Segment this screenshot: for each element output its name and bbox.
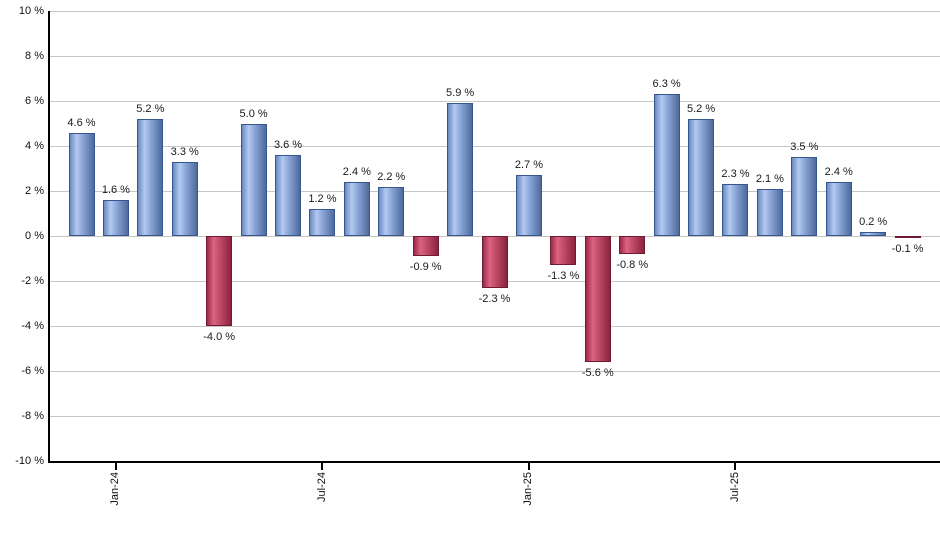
bar-value-label-May-24: 5.0 % (239, 107, 268, 120)
bar-Sep-24 (378, 186, 405, 236)
bar-Dec-24 (481, 236, 508, 288)
gridline--6pct (50, 371, 940, 372)
bar-value-label-Apr-25: -0.8 % (616, 259, 649, 271)
bar-value-label-Dec-25: -0.1 % (891, 243, 924, 256)
x-axis-tick-Jul-24 (321, 463, 324, 470)
bar-Sep-25 (791, 157, 818, 236)
bar-Nov-24 (447, 103, 474, 236)
bar-Dec-23 (68, 132, 95, 236)
bar-value-label-Dec-24: -2.3 % (478, 292, 511, 305)
bar-value-label-Nov-24: 5.9 % (446, 87, 475, 100)
bar-value-label-Aug-25: 2.1 % (755, 172, 784, 185)
bar-Jul-25 (722, 184, 749, 236)
y-axis-line (48, 11, 50, 463)
bar-value-label-Oct-24: -0.9 % (409, 261, 442, 274)
y-axis-label: -4 % (21, 320, 44, 332)
bar-Oct-24 (412, 236, 439, 257)
bar-Jan-25 (515, 175, 542, 236)
gridline-2pct (50, 191, 940, 192)
x-axis-tick-Jan-24 (114, 463, 117, 470)
y-axis-label: -10 % (15, 455, 44, 467)
bar-value-label-Oct-25: 2.4 % (824, 166, 853, 178)
bar-Aug-25 (756, 188, 783, 236)
bar-Apr-24 (206, 236, 233, 326)
x-axis-tick-Jul-25 (734, 463, 737, 470)
bar-Apr-25 (619, 236, 646, 254)
gridline--4pct (50, 326, 940, 327)
bar-value-label-Jul-24: 1.2 % (308, 193, 337, 205)
x-axis-line (48, 461, 940, 463)
bar-Mar-24 (171, 161, 198, 236)
y-axis-label: 0 % (25, 230, 44, 242)
bar-value-label-Jun-24: 3.6 % (273, 139, 303, 151)
bar-Jul-24 (309, 209, 336, 236)
bar-value-label-Jan-25: 2.7 % (514, 159, 544, 172)
gridline--8pct (50, 416, 940, 417)
bar-Feb-25 (550, 236, 577, 266)
x-axis-label-Jan-24: Jan-24 (109, 472, 122, 506)
bar-value-label-May-25: 6.3 % (652, 78, 681, 91)
bar-value-label-Feb-25: -1.3 % (547, 270, 580, 283)
bar-value-label-Mar-25: -5.6 % (581, 367, 614, 379)
x-axis-label-Jul-25: Jul-25 (728, 472, 741, 502)
bar-value-label-Jun-25: 5.2 % (686, 103, 716, 115)
gridline-8pct (50, 56, 940, 57)
y-axis-label: -6 % (21, 365, 44, 377)
x-axis-tick-Jan-25 (527, 463, 530, 470)
bar-value-label-Jul-25: 2.3 % (721, 168, 750, 181)
bar-Mar-25 (584, 236, 611, 362)
bar-May-24 (240, 123, 267, 236)
y-axis-label: 2 % (25, 185, 44, 197)
bar-value-label-Nov-25: 0.2 % (859, 215, 888, 228)
bar-Aug-24 (343, 182, 370, 236)
bar-Nov-25 (860, 231, 887, 236)
bar-Oct-25 (825, 182, 852, 236)
bar-value-label-Feb-24: 5.2 % (136, 103, 165, 115)
gridline-10pct (50, 11, 940, 12)
bar-value-label-Aug-24: 2.4 % (342, 166, 371, 178)
bar-Jun-24 (275, 155, 302, 236)
bar-May-25 (653, 94, 680, 236)
bar-value-label-Sep-25: 3.5 % (790, 141, 819, 154)
bar-Feb-24 (137, 119, 164, 236)
bar-value-label-Jan-24: 1.6 % (101, 184, 130, 196)
bar-value-label-Dec-23: 4.6 % (67, 116, 96, 129)
bar-Jun-25 (688, 119, 715, 236)
bar-value-label-Sep-24: 2.2 % (377, 170, 406, 183)
y-axis-label: -8 % (21, 410, 44, 422)
gridline-6pct (50, 101, 940, 102)
y-axis-label: 6 % (25, 95, 44, 107)
bar-Jan-24 (102, 200, 129, 236)
y-axis-label: 8 % (25, 50, 44, 62)
bar-value-label-Apr-24: -4.0 % (203, 331, 236, 343)
y-axis-label: 4 % (25, 140, 44, 152)
gridline-4pct (50, 146, 940, 147)
bar-value-label-Mar-24: 3.3 % (170, 145, 199, 158)
bar-Dec-25 (894, 236, 921, 239)
y-axis-label: -2 % (21, 275, 44, 287)
x-axis-label-Jul-24: Jul-24 (315, 472, 328, 502)
y-axis-label: 10 % (18, 5, 44, 17)
x-axis-label-Jan-25: Jan-25 (522, 472, 535, 506)
